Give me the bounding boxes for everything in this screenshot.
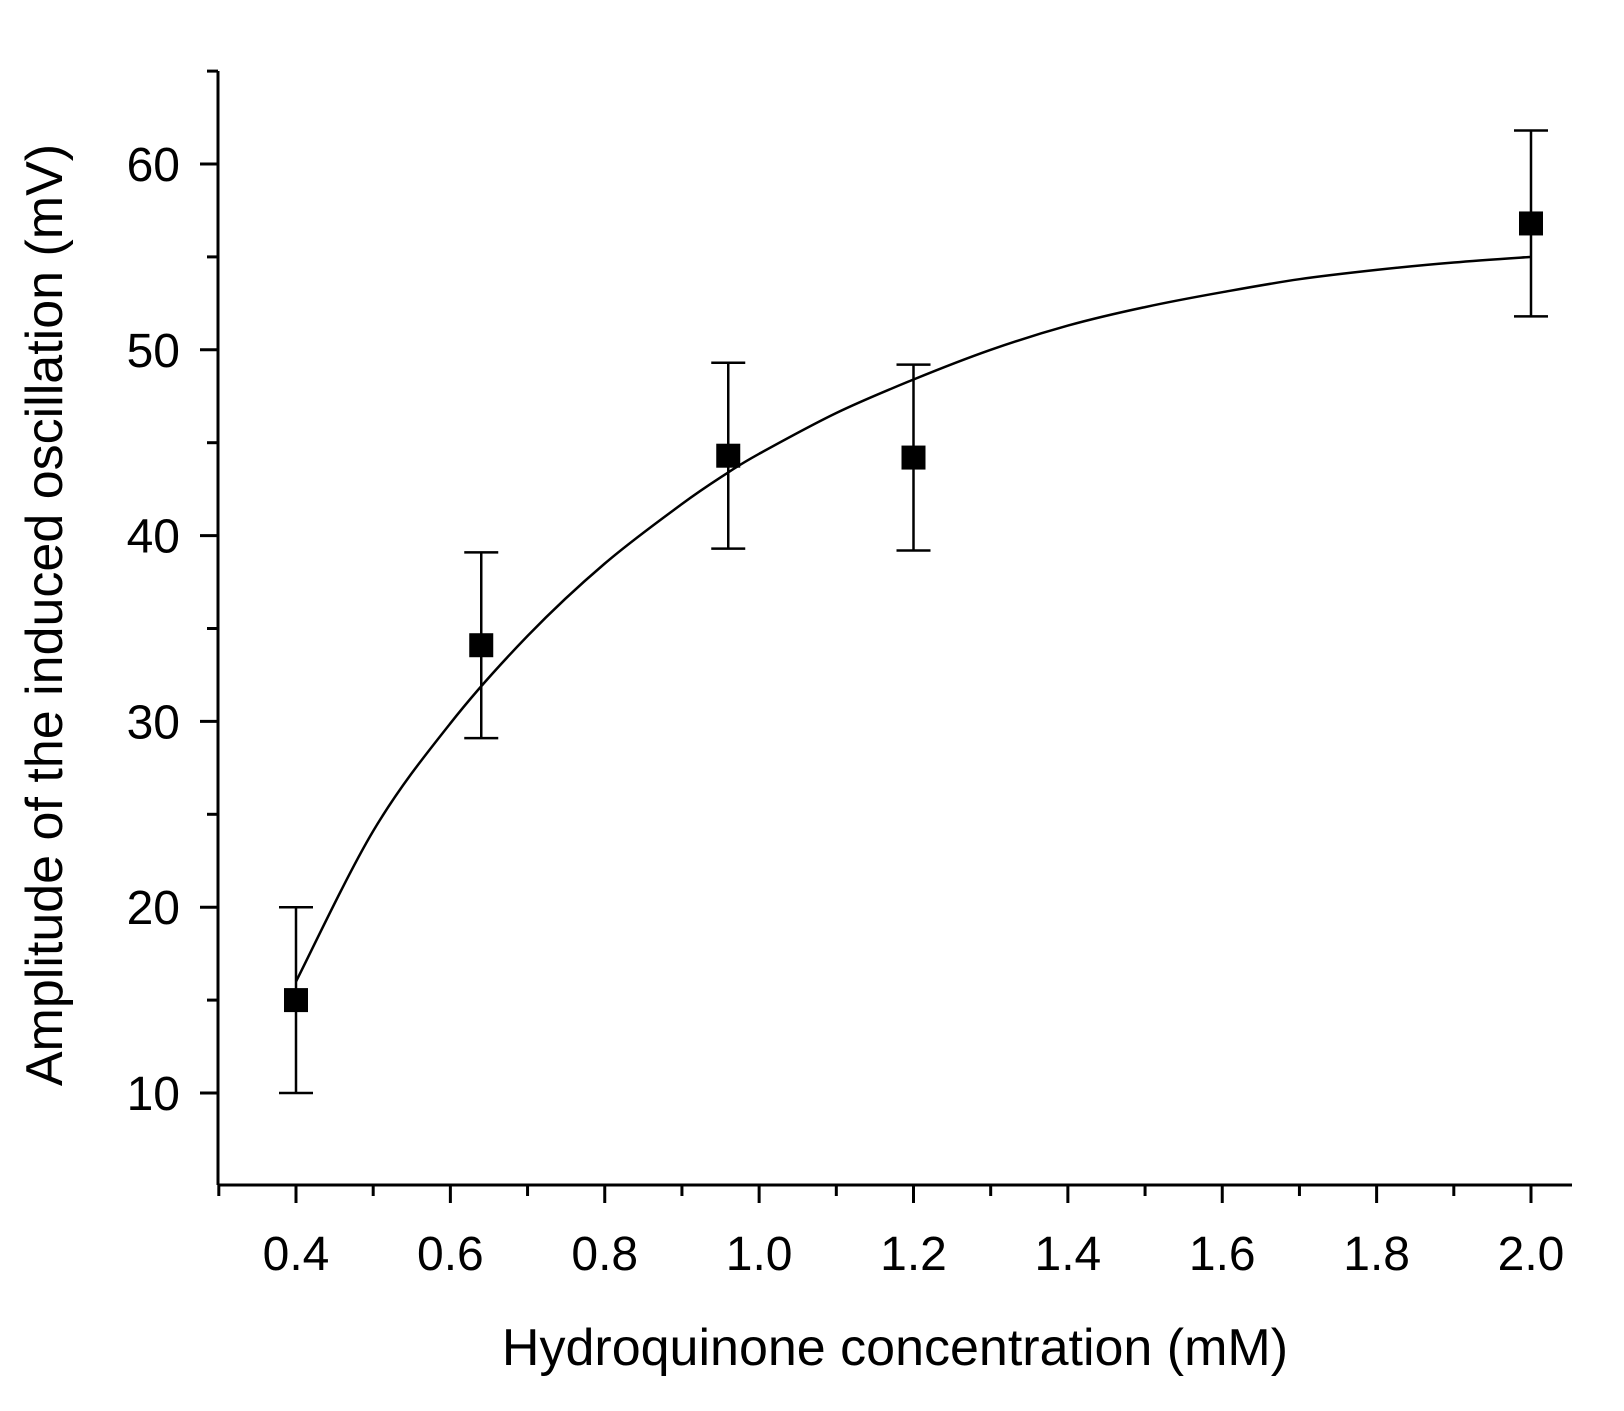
data-point (716, 443, 741, 468)
x-axis-title: Hydroquinone concentration (mM) (502, 1319, 1288, 1377)
ticks-layer: 0.4 0.6 0.8 1.0 1.2 1.4 1.6 1.8 2.0 10 20 30 40 50 60 (127, 69, 1565, 1281)
y-tick-label: 40 (127, 511, 180, 564)
x-tick-label: 1.4 (1035, 1228, 1102, 1281)
x-tick-label: 0.4 (263, 1228, 330, 1281)
data-point (1519, 211, 1543, 236)
y-tick-label: 50 (127, 325, 180, 378)
y-tick-label: 60 (127, 139, 180, 192)
y-tick-label: 10 (127, 1068, 180, 1121)
y-tick-label: 30 (127, 696, 180, 749)
x-tick-label: 1.6 (1189, 1228, 1256, 1281)
x-tick-label: 1.8 (1343, 1228, 1410, 1281)
x-tick-label: 2.0 (1498, 1228, 1565, 1281)
y-axis-title: Amplitude of the induced oscillation (mV… (16, 144, 74, 1086)
x-tick-label: 1.2 (880, 1228, 947, 1281)
fit-curve (294, 255, 1532, 983)
x-tick-label: 0.8 (571, 1228, 638, 1281)
points-layer (279, 129, 1548, 1095)
data-point (901, 445, 926, 470)
data-point (469, 633, 494, 658)
x-tick-label: 1.0 (726, 1228, 793, 1281)
x-tick-label: 0.6 (417, 1228, 484, 1281)
y-tick-label: 20 (127, 882, 180, 935)
data-point (284, 988, 308, 1013)
